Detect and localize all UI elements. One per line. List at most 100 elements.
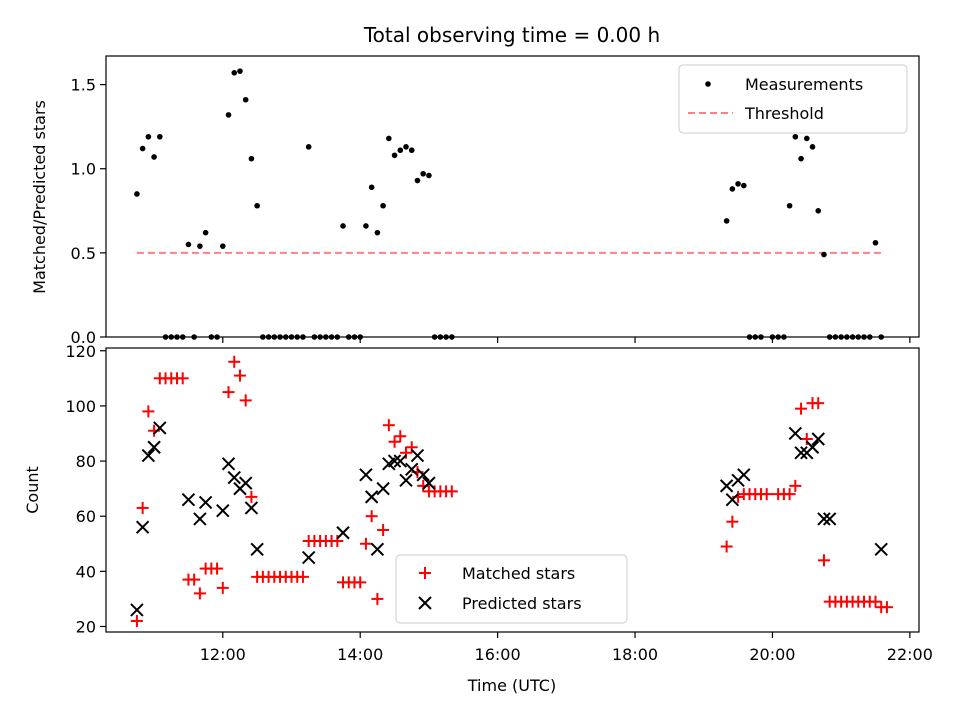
measurement-point (197, 243, 203, 249)
bottom-x-tick-label: 22:00 (887, 645, 933, 664)
matched-star-point (445, 485, 458, 498)
predicted-star-point (301, 550, 316, 565)
measurement-point (420, 170, 426, 177)
measurement-point (803, 135, 810, 142)
matched-star-point (783, 488, 796, 501)
predicted-star-point (719, 479, 734, 493)
top-panel: 0.0 0.5 1.0 1.5 Matched/Predicted stars Mea… (30, 55, 920, 347)
top-legend-box (678, 64, 908, 134)
measurement-point (374, 229, 381, 236)
predicted-star-point (141, 448, 156, 463)
matched-star-point (331, 535, 344, 548)
measurement-point (403, 144, 409, 150)
predicted-star-point (370, 542, 385, 556)
predicted-star-point (405, 462, 419, 477)
bottom-y-tick-label: 20 (76, 617, 96, 636)
measurement-point (723, 218, 730, 224)
predicted-star-point (227, 470, 241, 485)
measurement-point (368, 184, 375, 191)
measurement-point (735, 181, 741, 187)
top-y-tick-label: 1.0 (71, 160, 96, 179)
predicted-star-point (725, 492, 740, 507)
bottom-y-tick-label: 100 (65, 397, 96, 416)
bottom-plot-area (130, 355, 893, 627)
top-axes-frame (105, 55, 920, 338)
matched-star-point (405, 441, 418, 454)
chart-title: Total observing time = 0.00 h (363, 23, 660, 47)
bottom-x-tick-label: 12:00 (200, 645, 246, 664)
matched-star-point (371, 592, 384, 605)
measurement-point (231, 70, 238, 76)
bottom-x-tick-label: 16:00 (475, 645, 521, 664)
matched-star-point (388, 435, 401, 448)
measurement-point (391, 152, 398, 159)
matched-star-point (377, 523, 390, 536)
predicted-star-point (198, 495, 213, 510)
matched-star-point (812, 397, 825, 410)
measurement-point (792, 133, 799, 140)
predicted-star-point (221, 457, 236, 471)
predicted-star-point (336, 526, 350, 540)
bottom-x-tick-label: 14:00 (337, 645, 383, 664)
measurement-point (414, 177, 421, 184)
matched-star-point (233, 369, 246, 382)
matched-star-point (400, 446, 413, 459)
predicted-star-point (822, 512, 837, 526)
bottom-legend-box (395, 554, 628, 624)
measurement-point (237, 68, 243, 74)
matched-star-point (211, 562, 224, 575)
predicted-star-point (422, 476, 436, 490)
predicted-star-point (399, 473, 413, 488)
legend-marker-predicted-stars (418, 596, 432, 610)
matched-star-point (800, 432, 813, 445)
predicted-star-point (805, 440, 820, 454)
measurement-point (145, 133, 152, 140)
predicted-star-point (794, 446, 808, 460)
measurement-point (242, 96, 249, 103)
predicted-star-point (416, 468, 430, 482)
measurement-point (219, 243, 226, 249)
predicted-star-point (130, 603, 144, 617)
matched-star-point (188, 573, 201, 586)
matched-star-point (880, 601, 893, 614)
measurement-point (157, 133, 163, 140)
top-y-tick-label: 1.5 (71, 76, 96, 95)
measurement-point (134, 191, 140, 197)
legend-label-matched-stars: Matched stars (462, 564, 575, 583)
predicted-star-point (250, 542, 264, 556)
bottom-axes-frame (105, 347, 920, 633)
measurement-point (248, 155, 255, 162)
bottom-y-axis-label: Count (23, 466, 42, 514)
predicted-star-point (788, 426, 803, 441)
measurement-point (798, 155, 804, 162)
measurement-point (363, 223, 369, 229)
matched-star-point (795, 402, 808, 415)
bottom-y-tick-label: 80 (76, 452, 96, 471)
matched-star-point (359, 537, 372, 550)
matched-star-point (726, 515, 739, 528)
top-y-axis-label: Matched/Predicted stars (30, 100, 49, 294)
matched-star-point (394, 430, 407, 443)
predicted-star-point (817, 512, 831, 526)
legend-marker-measurements (705, 81, 711, 87)
bottom-legend: Matched stars Predicted stars (395, 554, 628, 624)
bottom-y-axis: 20 40 60 80 100 120 (65, 342, 106, 636)
matched-star-point (239, 394, 252, 407)
legend-label-threshold: Threshold (744, 104, 824, 123)
matched-star-point (245, 490, 258, 503)
matched-star-point (365, 510, 378, 523)
matched-star-point (222, 386, 235, 399)
top-legend: Measurements Threshold (678, 64, 908, 134)
measurement-point (202, 229, 209, 236)
matched-star-point (216, 581, 229, 594)
bottom-x-axis: 12:00 14:00 16:00 18:00 20:00 22:00 (200, 632, 933, 664)
measurement-point (821, 251, 827, 258)
measurement-point (397, 147, 404, 154)
bottom-x-tick-label: 20:00 (749, 645, 795, 664)
predicted-star-point (410, 448, 425, 463)
matched-star-point (193, 587, 206, 600)
matched-star-point (142, 405, 155, 418)
predicted-star-point (364, 490, 379, 504)
bottom-y-tick-label: 120 (65, 342, 96, 361)
